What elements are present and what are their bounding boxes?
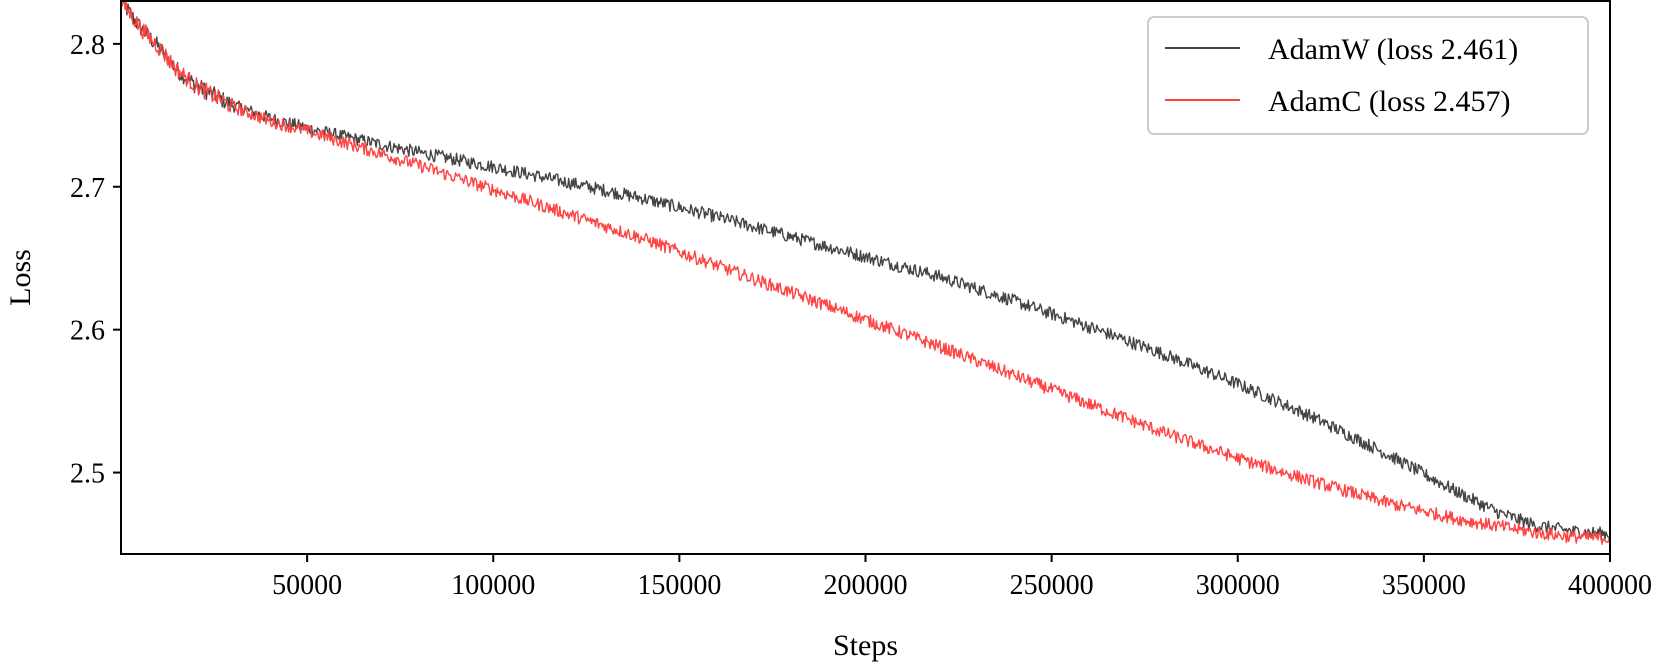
legend-box [1147, 16, 1589, 135]
x-tick-label: 100000 [451, 570, 535, 601]
x-tick-label: 400000 [1568, 570, 1652, 601]
y-axis-ticks: 2.5 2.6 2.7 2.8 [70, 30, 121, 490]
legend-label: AdamW (loss 2.461) [1268, 33, 1518, 66]
series-line-adamw [121, 1, 1610, 541]
series-layer [121, 1, 1610, 545]
y-tick-label: 2.7 [70, 173, 105, 204]
y-tick-label: 2.8 [70, 30, 105, 61]
y-tick-label: 2.6 [70, 316, 105, 347]
x-tick-label: 300000 [1196, 570, 1280, 601]
x-axis-ticks: 50000 100000 150000 200000 250000 300000 35000… [272, 554, 1652, 601]
legend: AdamW (loss 2.461) AdamC (loss 2.457) [1147, 16, 1589, 135]
x-tick-label: 150000 [637, 570, 721, 601]
legend-label: AdamC (loss 2.457) [1268, 85, 1511, 118]
x-tick-label: 250000 [1010, 570, 1094, 601]
x-tick-label: 350000 [1382, 570, 1466, 601]
series-line-adamc [121, 1, 1610, 545]
y-axis-title: Loss [4, 249, 37, 306]
x-tick-label: 50000 [272, 570, 342, 601]
x-axis-title: Steps [833, 629, 898, 662]
x-tick-label: 200000 [824, 570, 908, 601]
y-tick-label: 2.5 [70, 459, 105, 490]
